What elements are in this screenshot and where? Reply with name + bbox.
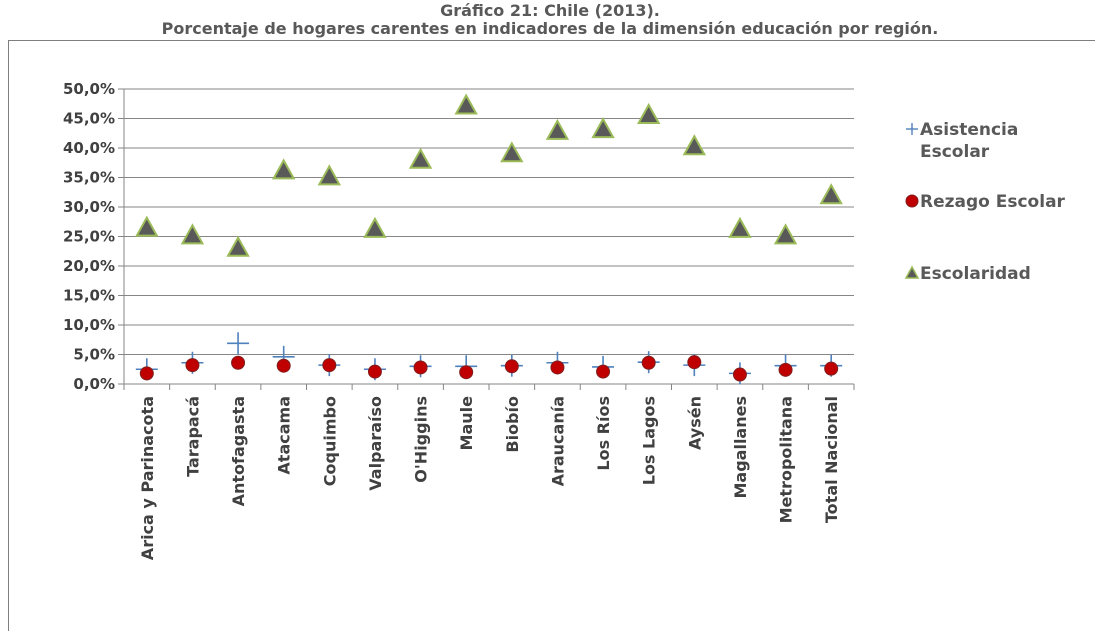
escolaridad-point [728,216,752,238]
legend-label: Asistencia [920,120,1018,140]
rezago-escolar-point [322,358,337,373]
escolaridad-point [363,216,387,238]
rezago-escolar-point [231,355,246,370]
y-tick-label: 40,0% [63,139,115,157]
escolaridad-point [408,147,433,169]
x-category-label: Los Lagos [640,396,659,485]
x-category-label: Magallanes [731,396,750,499]
rezago-escolar-point [732,367,747,382]
x-category-label: Metropolitana [777,396,796,523]
y-tick-label: 5,0% [73,346,115,364]
y-tick-label: 0,0% [73,375,115,393]
rezago-escolar-point [276,358,291,373]
x-category-label: Total Nacional [822,396,841,523]
legend-triangle-icon [904,265,920,279]
x-category-label: Araucanía [548,396,567,486]
escolaridad-point [271,158,296,180]
y-tick-label: 50,0% [63,80,115,98]
chart-title-block: Gráfico 21: Chile (2013). Porcentaje de … [0,0,1100,38]
x-category-label: Coquimbo [320,396,339,486]
x-category-label: Atacama [275,396,294,475]
escolaridad-point [180,223,205,245]
rezago-escolar-point [778,362,793,377]
y-tick-label: 15,0% [63,287,115,305]
y-tick-label: 10,0% [63,316,115,334]
rezago-escolar-point [550,360,565,375]
chart-subtitle: Porcentaje de hogares carentes en indica… [161,19,939,38]
escolaridad-point [773,223,798,245]
escolaridad-point [591,117,615,139]
rezago-escolar-point [413,360,428,375]
rezago-escolar-point [687,355,702,370]
y-tick-label: 25,0% [63,228,115,246]
escolaridad-point [545,118,570,140]
x-category-label: Valparaíso [366,396,385,491]
x-category-label: Arica y Parinacota [138,396,157,560]
escolaridad-point [135,215,159,237]
escolaridad-point [636,102,661,124]
rezago-escolar-point [504,359,519,374]
x-category-label: Aysén [685,396,704,450]
chart-title: Gráfico 21: Chile (2013). [440,1,660,20]
legend-label: Escolaridad [920,264,1031,284]
chart-frame [8,40,1095,631]
escolaridad-point [317,164,342,186]
rezago-escolar-point [459,365,474,380]
escolaridad-point [226,235,250,257]
legend-label: Rezago Escolar [920,192,1066,212]
y-tick-label: 35,0% [63,169,115,187]
legend-circle-icon [905,194,919,208]
rezago-escolar-point [824,361,839,376]
rezago-escolar-point [367,364,382,379]
rezago-escolar-point [139,366,154,381]
rezago-escolar-point [641,355,656,370]
x-category-label: Los Ríos [594,396,613,471]
escolaridad-point [454,93,478,115]
x-category-label: O'Higgins [412,396,431,483]
x-category-label: Biobío [503,396,522,453]
x-category-label: Antofagasta [229,396,248,506]
asistencia-escolar-point [227,332,250,355]
y-tick-label: 45,0% [63,110,115,128]
rezago-escolar-point [185,358,200,373]
escolaridad-point [500,141,524,163]
escolaridad-point [819,183,843,205]
escolaridad-point [682,134,707,156]
rezago-escolar-point [596,364,611,379]
x-category-label: Maule [457,396,476,451]
legend-label: Escolar [920,142,990,162]
y-tick-label: 20,0% [63,257,115,275]
x-category-label: Tarapacá [183,396,202,477]
y-tick-label: 30,0% [63,198,115,216]
